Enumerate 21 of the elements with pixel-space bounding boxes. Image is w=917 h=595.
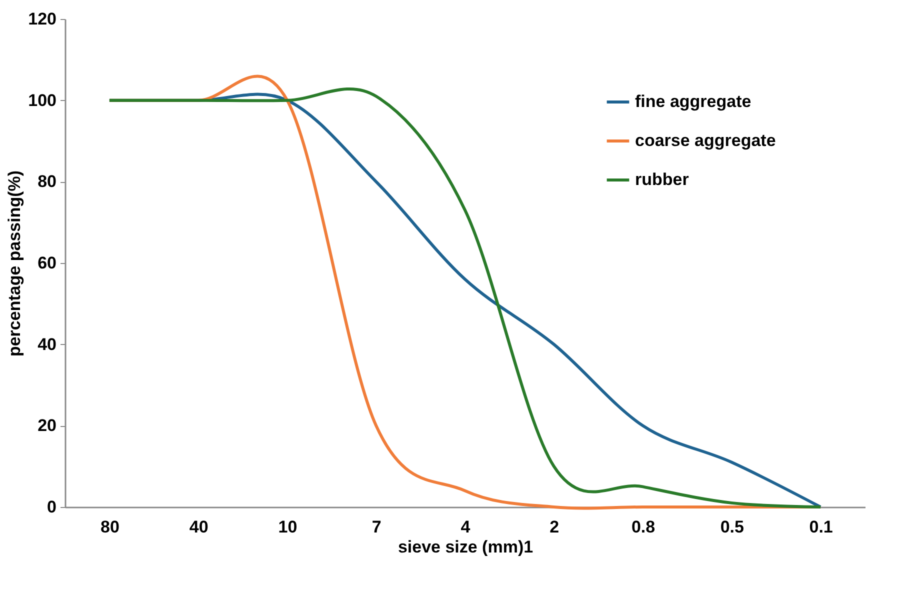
x-tick-label: 2 — [550, 518, 560, 536]
x-tick-label: 0.8 — [631, 518, 656, 536]
x-tick-label: 7 — [372, 518, 382, 536]
x-tick-label: 4 — [460, 518, 471, 536]
legend-label: fine aggregate — [635, 92, 752, 111]
x-tick-label: 80 — [100, 518, 120, 536]
y-tick-label: 60 — [38, 254, 56, 272]
y-tick-label: 40 — [38, 334, 56, 354]
y-tick-label: 80 — [38, 172, 56, 192]
y-axis-title: percentage passing(%) — [5, 170, 24, 357]
legend-label: rubber — [635, 170, 690, 189]
x-tick-label: 10 — [278, 518, 298, 536]
legend-label: coarse aggregate — [635, 131, 776, 150]
x-tick-label: 0.5 — [720, 518, 744, 536]
x-axis-title: sieve size (mm)1 — [398, 538, 534, 556]
y-tick-label: 100 — [28, 90, 56, 110]
y-tick-label: 120 — [28, 10, 56, 28]
x-tick-label: 40 — [189, 518, 208, 536]
x-tick-label: 0.1 — [809, 518, 833, 536]
y-tick-label: 20 — [38, 416, 56, 436]
y-tick-label: 0 — [47, 498, 56, 516]
